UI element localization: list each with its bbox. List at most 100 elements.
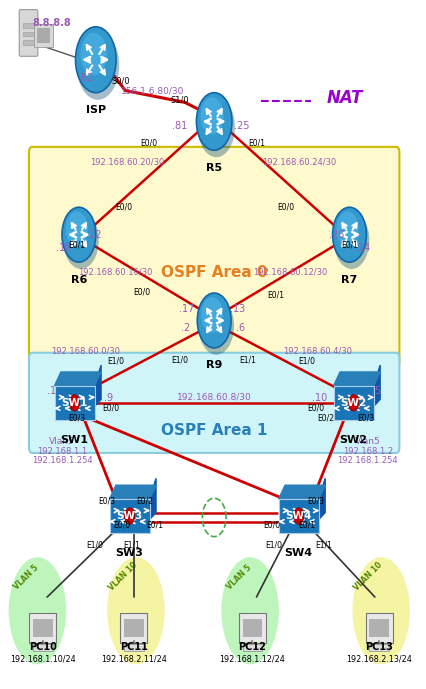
FancyBboxPatch shape (242, 619, 262, 637)
Polygon shape (55, 372, 101, 386)
Polygon shape (150, 478, 155, 520)
Text: E0/1: E0/1 (266, 291, 283, 300)
Text: R6: R6 (71, 274, 87, 285)
Text: .5: .5 (371, 386, 381, 396)
Circle shape (200, 97, 223, 135)
Text: ISP: ISP (86, 105, 106, 115)
Text: E0/1: E0/1 (297, 520, 314, 529)
Text: E0/0: E0/0 (113, 520, 130, 529)
Text: 192.168.1.254: 192.168.1.254 (337, 456, 397, 465)
Text: 192.168.1.2: 192.168.1.2 (342, 447, 392, 456)
Text: SW1: SW1 (60, 435, 89, 445)
Ellipse shape (221, 557, 278, 664)
FancyBboxPatch shape (23, 23, 34, 28)
Text: E0/1: E0/1 (146, 520, 163, 529)
Text: 192.168.60.8/30: 192.168.60.8/30 (176, 393, 251, 402)
Text: 192.168.60.16/30: 192.168.60.16/30 (78, 268, 152, 277)
Polygon shape (109, 485, 155, 499)
Polygon shape (333, 372, 379, 386)
Text: Vlan5: Vlan5 (354, 438, 380, 446)
Text: E0/3: E0/3 (306, 497, 323, 506)
FancyBboxPatch shape (368, 619, 388, 637)
Circle shape (76, 30, 119, 100)
Text: E1/0: E1/0 (171, 356, 187, 364)
Text: .25: .25 (233, 121, 249, 132)
Text: Vlan5: Vlan5 (49, 438, 75, 446)
Circle shape (198, 297, 233, 355)
FancyBboxPatch shape (29, 613, 56, 643)
Circle shape (293, 508, 303, 524)
Polygon shape (318, 478, 325, 520)
Text: .1: .1 (47, 386, 56, 396)
FancyBboxPatch shape (368, 644, 388, 650)
Text: SW4: SW4 (285, 511, 311, 521)
Text: .2: .2 (180, 323, 190, 333)
Text: E1/0: E1/0 (264, 540, 281, 549)
FancyBboxPatch shape (238, 613, 265, 643)
Text: E0/1: E0/1 (248, 139, 265, 148)
Text: E0/1: E0/1 (68, 240, 85, 249)
Text: PC10: PC10 (29, 642, 57, 652)
Text: 192.168.2.11/24: 192.168.2.11/24 (101, 655, 166, 664)
FancyBboxPatch shape (365, 613, 392, 643)
Circle shape (336, 212, 357, 247)
FancyBboxPatch shape (33, 619, 52, 637)
FancyBboxPatch shape (33, 644, 52, 650)
Ellipse shape (107, 557, 164, 664)
Polygon shape (373, 365, 379, 407)
Text: 192.168.60.4/30: 192.168.60.4/30 (282, 347, 351, 356)
Text: .9: .9 (104, 393, 113, 403)
FancyBboxPatch shape (124, 644, 143, 650)
Text: .14: .14 (354, 243, 369, 254)
Circle shape (197, 96, 234, 157)
Ellipse shape (351, 557, 409, 664)
FancyBboxPatch shape (278, 499, 318, 533)
FancyBboxPatch shape (242, 644, 262, 650)
Circle shape (197, 293, 230, 348)
Text: 8.8.8.8: 8.8.8.8 (32, 19, 71, 28)
Circle shape (332, 207, 366, 262)
Text: E1/0: E1/0 (107, 356, 124, 365)
FancyBboxPatch shape (109, 499, 150, 533)
Circle shape (196, 92, 231, 150)
Text: 192.168.60.12/30: 192.168.60.12/30 (253, 268, 327, 277)
Circle shape (75, 27, 116, 92)
Text: E0/3: E0/3 (356, 413, 373, 422)
Text: E0/2: E0/2 (135, 497, 153, 506)
Text: E1/0: E1/0 (86, 540, 103, 549)
Text: SW2: SW2 (339, 435, 367, 445)
Text: .6: .6 (236, 323, 245, 333)
FancyBboxPatch shape (29, 353, 398, 453)
FancyBboxPatch shape (37, 28, 50, 43)
Text: .22: .22 (86, 229, 101, 240)
Text: .18: .18 (56, 243, 71, 254)
FancyBboxPatch shape (34, 24, 52, 48)
Text: E0/1: E0/1 (340, 240, 357, 249)
FancyBboxPatch shape (19, 10, 38, 56)
Text: E0/0: E0/0 (102, 403, 119, 412)
Text: 156.1.6.80/30: 156.1.6.80/30 (121, 86, 184, 95)
Text: SW3: SW3 (115, 548, 143, 558)
Text: 192.168.1.12/24: 192.168.1.12/24 (219, 655, 285, 664)
FancyBboxPatch shape (333, 386, 373, 420)
FancyBboxPatch shape (23, 32, 34, 37)
Text: .26: .26 (328, 229, 344, 240)
Text: 192.168.1.1: 192.168.1.1 (37, 447, 87, 456)
Text: 192.168.1.10/24: 192.168.1.10/24 (10, 655, 75, 664)
Text: SW1: SW1 (61, 398, 88, 408)
FancyBboxPatch shape (55, 386, 95, 420)
FancyBboxPatch shape (29, 147, 398, 367)
Ellipse shape (9, 557, 66, 664)
Circle shape (63, 212, 98, 269)
Text: E1/0: E1/0 (298, 356, 315, 365)
Text: OSPF Area 0: OSPF Area 0 (161, 265, 267, 280)
Text: S0/0: S0/0 (111, 76, 130, 85)
Text: E1/1: E1/1 (239, 356, 256, 364)
Text: R5: R5 (206, 163, 222, 173)
Text: SW3: SW3 (116, 511, 142, 521)
Text: 192.168.60.20/30: 192.168.60.20/30 (90, 158, 164, 167)
Text: E0/3: E0/3 (68, 413, 85, 422)
Text: PC11: PC11 (120, 642, 147, 652)
Text: R9: R9 (205, 360, 222, 370)
Text: VLAN 10: VLAN 10 (352, 560, 384, 593)
